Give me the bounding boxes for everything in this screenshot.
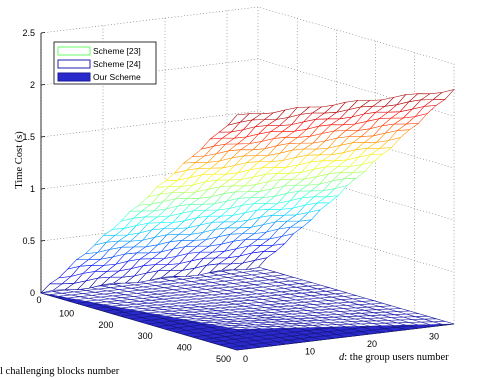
x-tick-label: 200 [98, 320, 113, 330]
x-axis-label-prefix: l [0, 366, 3, 377]
x-tick-label: 0 [36, 295, 41, 305]
z-tick-mark [40, 240, 46, 242]
y-axis-label-text: : the group users number [344, 352, 449, 363]
y-tick-label: 10 [305, 347, 315, 357]
legend: Scheme [23] Scheme [24] Our Scheme [53, 41, 157, 85]
y-tick-label: 20 [367, 339, 377, 349]
legend-item-scheme-23: Scheme [23] [57, 46, 141, 56]
z-tick-label: 2.5 [22, 28, 35, 38]
surface-scheme-24 [40, 266, 455, 330]
grid-line-z [40, 110, 455, 169]
surface-scheme-23 [40, 89, 455, 294]
x-axis-label-text: challenging blocks number [6, 366, 120, 377]
legend-label-scheme-24: Scheme [24] [93, 59, 141, 69]
x-tick-label: 400 [177, 343, 192, 353]
z-tick-mark [40, 136, 46, 138]
x-tick-label: 500 [216, 354, 231, 364]
z-axis-label: Time Cost (s) [14, 131, 25, 189]
x-axis-label: l challenging blocks number [0, 366, 120, 377]
z-tick-label: 0.5 [22, 236, 35, 246]
z-tick-mark [40, 188, 46, 190]
legend-swatch-scheme-23 [57, 46, 91, 56]
y-axis-variable: d [339, 352, 345, 363]
z-tick-label: 1.5 [22, 132, 35, 142]
legend-swatch-scheme-24 [57, 59, 91, 69]
y-tick-label: 30 [429, 332, 439, 342]
z-tick-label: 2 [30, 80, 35, 90]
x-tick-label: 100 [59, 308, 74, 318]
z-tick-label: 1 [30, 184, 35, 194]
x-tick-label: 300 [138, 331, 153, 341]
legend-swatch-our-scheme [57, 72, 91, 82]
z-tick-mark [40, 32, 46, 34]
legend-item-scheme-24: Scheme [24] [57, 59, 141, 69]
z-tick-mark [40, 84, 46, 86]
y-tick-label: 0 [243, 354, 248, 364]
surface-cell-scheme-24 [228, 327, 250, 330]
legend-item-our-scheme: Our Scheme [57, 72, 141, 82]
y-axis-label: d: the group users number [339, 352, 449, 363]
legend-label-our-scheme: Our Scheme [93, 72, 141, 82]
surface-cell-scheme-23 [227, 113, 250, 126]
surface-cell-our-scheme [228, 345, 250, 351]
z-tick-label: 0 [30, 288, 35, 298]
legend-label-scheme-23: Scheme [23] [93, 46, 141, 56]
